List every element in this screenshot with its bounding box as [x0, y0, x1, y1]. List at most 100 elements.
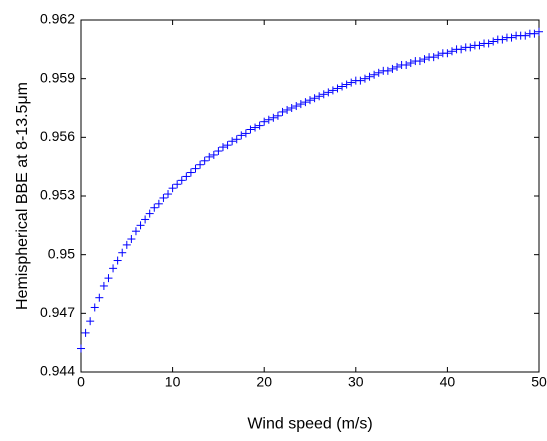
data-point — [118, 248, 127, 257]
data-point — [402, 60, 411, 69]
data-point — [360, 74, 369, 83]
y-tick-label: 0.953 — [40, 187, 75, 203]
y-tick-label: 0.959 — [40, 69, 75, 85]
data-point — [109, 264, 118, 273]
data-point — [489, 37, 498, 46]
data-point — [196, 160, 205, 169]
data-point — [131, 227, 140, 236]
data-point — [296, 100, 305, 109]
data-point — [319, 90, 328, 99]
data-point — [141, 215, 150, 224]
data-point — [507, 33, 516, 42]
data-point — [434, 51, 443, 60]
data-point — [342, 80, 351, 89]
data-point — [315, 92, 324, 101]
data-point — [535, 27, 543, 36]
data-point — [150, 203, 159, 212]
data-point — [228, 137, 237, 146]
data-point — [241, 129, 250, 138]
x-axis-label: Wind speed (m/s) — [247, 415, 372, 432]
data-point — [306, 96, 314, 105]
data-point — [95, 293, 104, 302]
data-point — [287, 104, 296, 112]
data-point — [251, 123, 260, 132]
data-point — [447, 47, 456, 56]
data-point — [86, 317, 95, 326]
data-point — [168, 184, 177, 193]
data-point — [365, 72, 374, 81]
data-point — [77, 344, 85, 353]
data-point — [333, 84, 342, 93]
data-point — [370, 70, 379, 79]
data-point — [283, 105, 292, 114]
data-point — [214, 147, 223, 156]
x-tick-label: 20 — [256, 373, 272, 389]
data-point — [232, 135, 241, 144]
data-point — [223, 141, 232, 150]
y-tick-label: 0.947 — [40, 304, 75, 320]
data-point — [269, 113, 278, 122]
data-point — [154, 199, 163, 208]
data-point — [310, 94, 319, 103]
data-point — [99, 281, 108, 290]
y-tick-label: 0.956 — [40, 128, 75, 144]
data-point — [173, 180, 182, 189]
data-point — [90, 303, 99, 312]
data-point — [200, 156, 209, 165]
data-point — [356, 76, 365, 85]
y-tick-label: 0.962 — [40, 11, 75, 27]
x-tick-label: 40 — [440, 373, 456, 389]
axis-ticks: 0 10 20 30 40 50 0.944 0.947 0.95 0.953 0.956 0.959… — [40, 11, 547, 390]
data-point — [406, 59, 415, 68]
data-point — [521, 31, 530, 40]
data-point — [136, 221, 145, 230]
data-point — [177, 176, 186, 185]
data-point — [81, 328, 90, 337]
data-point — [255, 121, 264, 130]
data-point — [328, 86, 337, 95]
data-point — [324, 88, 333, 97]
data-point — [415, 57, 424, 66]
data-point — [182, 172, 191, 181]
data-point — [530, 29, 539, 38]
data-markers — [77, 27, 543, 353]
data-point — [260, 117, 269, 126]
data-point — [484, 39, 493, 48]
data-point — [301, 98, 310, 107]
x-tick-label: 0 — [77, 373, 85, 389]
y-tick-label: 0.944 — [40, 363, 75, 379]
data-point — [443, 49, 452, 58]
data-point — [393, 62, 402, 71]
x-tick-label: 50 — [531, 373, 547, 389]
data-point — [273, 111, 282, 120]
data-point — [374, 68, 383, 77]
data-point — [159, 193, 168, 202]
data-point — [388, 64, 397, 73]
y-axis-label: Hemispherical BBE at 8-13.5μm — [14, 82, 31, 310]
data-point — [209, 150, 218, 159]
data-point — [466, 43, 475, 52]
data-point — [186, 168, 195, 177]
data-point — [246, 125, 255, 134]
data-point — [457, 45, 466, 54]
x-tick-label: 30 — [348, 373, 364, 389]
data-point — [104, 274, 113, 283]
data-point — [383, 66, 392, 75]
data-point — [237, 131, 246, 140]
data-point — [164, 190, 173, 199]
plot-area — [80, 19, 540, 373]
data-point — [347, 78, 356, 87]
data-point — [338, 82, 347, 91]
x-tick-label: 10 — [165, 373, 181, 389]
data-point — [420, 55, 429, 64]
data-point — [292, 102, 301, 111]
data-point — [145, 209, 154, 218]
data-point — [191, 164, 200, 173]
data-point — [475, 41, 484, 50]
data-point — [127, 235, 136, 244]
data-point — [278, 107, 287, 116]
y-tick-label: 0.95 — [48, 245, 75, 261]
data-point — [498, 35, 507, 44]
data-point — [264, 115, 273, 124]
